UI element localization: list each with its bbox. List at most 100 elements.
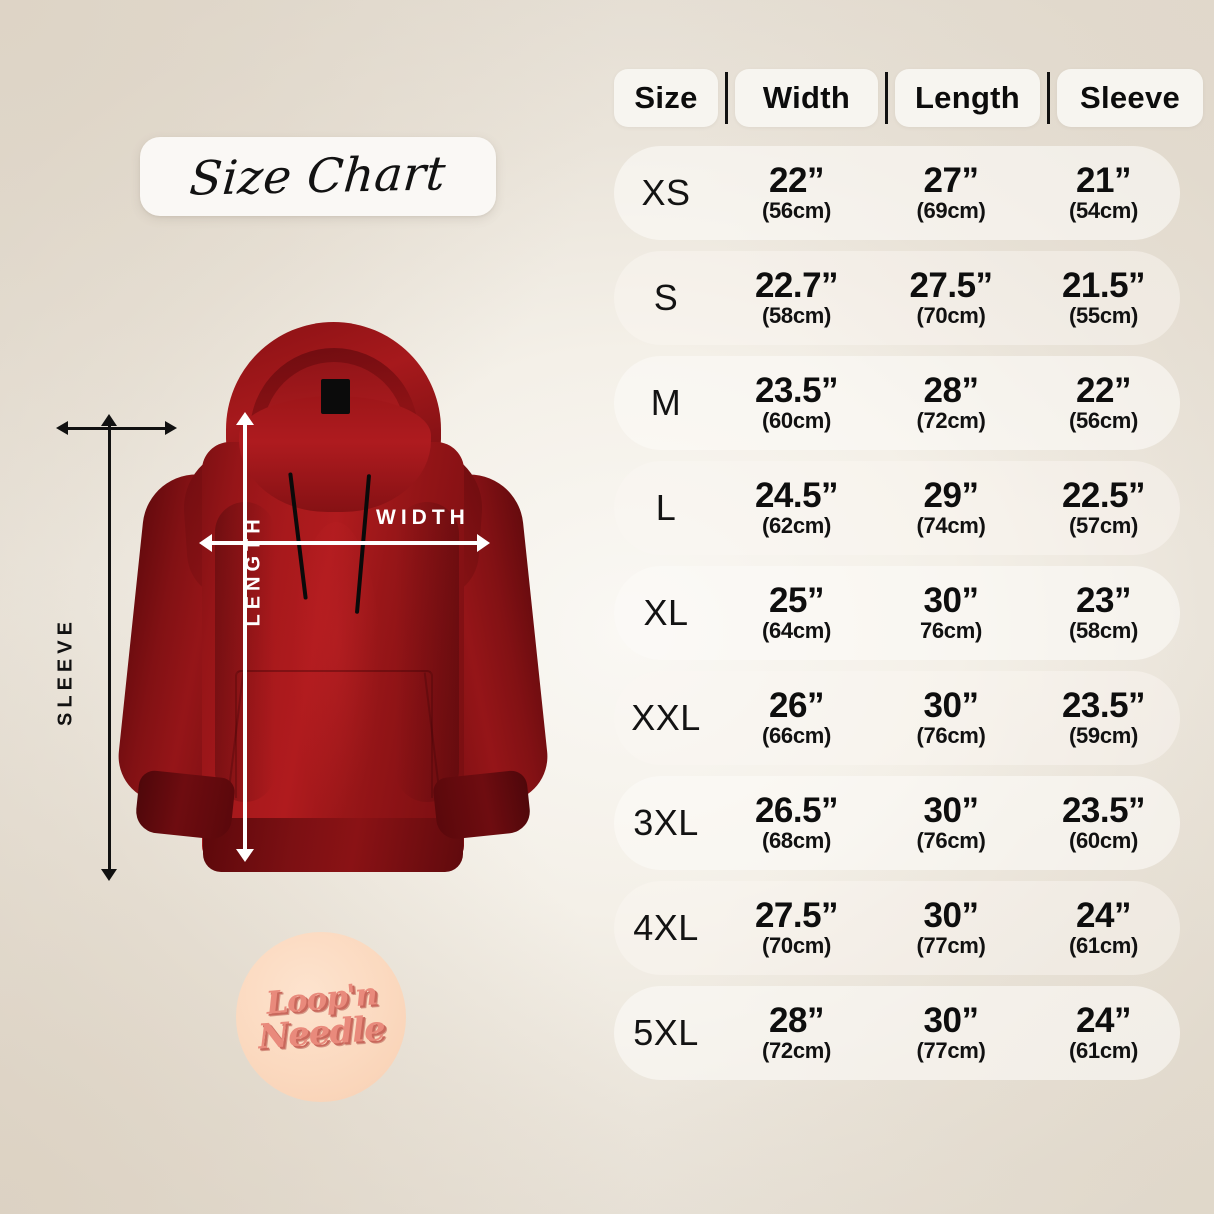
cell-length: 27” (69cm): [875, 146, 1027, 240]
cell-size: XS: [614, 146, 718, 240]
column-header-sleeve: Sleeve: [1057, 69, 1203, 127]
cell-width-inches: 22.7”: [754, 266, 839, 306]
cell-sleeve-inches: 23.5”: [1061, 686, 1146, 726]
cell-length-cm: (76cm): [916, 723, 986, 749]
hoodie-shading-right: [395, 502, 459, 802]
sleeve-arrow-top-icon: [101, 414, 117, 426]
cell-width: 24.5” (62cm): [718, 461, 875, 555]
cell-length-inches: 27.5”: [909, 266, 993, 306]
cell-sleeve-cm: (54cm): [1068, 198, 1139, 224]
hoodie-hood-drape: [239, 396, 431, 512]
cell-width: 22” (56cm): [718, 146, 875, 240]
cell-length-cm: (70cm): [916, 303, 986, 329]
length-measure-line: [243, 424, 247, 856]
cell-size: M: [614, 356, 718, 450]
cell-size: S: [614, 251, 718, 345]
brand-logo-badge: Loop'n Needle: [236, 932, 406, 1102]
cell-length-inches: 30”: [923, 896, 979, 936]
cell-sleeve: 22” (56cm): [1027, 356, 1180, 450]
column-header-length: Length: [895, 69, 1040, 127]
cell-sleeve: 23.5” (60cm): [1027, 776, 1180, 870]
sleeve-measure-line: [108, 425, 111, 875]
cell-width: 23.5” (60cm): [718, 356, 875, 450]
cell-width-cm: (62cm): [761, 513, 832, 539]
cell-sleeve: 22.5” (57cm): [1027, 461, 1180, 555]
cell-sleeve-cm: (56cm): [1068, 408, 1139, 434]
hoodie-kangaroo-pocket: [235, 670, 433, 798]
garment-illustration-panel: Size Chart: [54, 137, 565, 1102]
cell-width-inches: 28”: [769, 1001, 824, 1041]
width-arrow-right-icon: [477, 534, 490, 552]
cell-sleeve-inches: 24”: [1076, 1001, 1131, 1041]
table-row: S 22.7” (58cm) 27.5” (70cm) 21.5” (55cm): [614, 251, 1180, 345]
brand-logo-line-2: Needle: [256, 1008, 386, 1058]
header-divider-3: [1047, 72, 1050, 124]
cell-width-cm: (60cm): [761, 408, 832, 434]
size-label: S: [653, 277, 679, 318]
cell-sleeve-inches: 23”: [1076, 581, 1131, 621]
cell-size: L: [614, 461, 718, 555]
cell-width-cm: (56cm): [761, 198, 832, 224]
column-header-width: Width: [735, 69, 878, 127]
cell-length-cm: (74cm): [916, 513, 986, 539]
cell-sleeve-inches: 21”: [1076, 161, 1131, 201]
cell-size: XXL: [614, 671, 718, 765]
cell-sleeve-cm: (61cm): [1068, 1038, 1139, 1064]
cell-width-inches: 27.5”: [754, 896, 839, 936]
cell-length-cm: (72cm): [916, 408, 986, 434]
page-title-badge: Size Chart: [140, 137, 496, 216]
cell-length-cm: (76cm): [916, 828, 986, 854]
sleeve-tick-arrow-left-icon: [56, 421, 68, 435]
size-label: M: [650, 382, 682, 423]
table-row: XS 22” (56cm) 27” (69cm) 21” (54cm): [614, 146, 1180, 240]
column-header-size: Size: [614, 69, 718, 127]
table-row: 5XL 28” (72cm) 30” (77cm) 24” (61cm): [614, 986, 1180, 1080]
hoodie-graphic: [95, 322, 565, 882]
sleeve-tick-line: [66, 427, 169, 430]
sleeve-arrow-bottom-icon: [101, 869, 117, 881]
cell-width-inches: 22”: [769, 161, 824, 201]
cell-length-inches: 28”: [923, 371, 979, 411]
cell-sleeve-cm: (55cm): [1068, 303, 1139, 329]
width-measure-label: WIDTH: [376, 506, 470, 529]
header-divider-2: [885, 72, 888, 124]
hoodie-bottom-hem: [203, 818, 463, 872]
cell-length: 30” (77cm): [875, 986, 1027, 1080]
size-chart-table: Size Width Length Sleeve XS 22” (56cm) 27”(…: [614, 66, 1203, 1091]
cell-length-cm: (69cm): [916, 198, 986, 224]
cell-length-inches: 30”: [923, 581, 979, 621]
cell-width-inches: 25”: [769, 581, 824, 621]
length-arrow-bottom-icon: [236, 849, 254, 862]
cell-width: 27.5” (70cm): [718, 881, 875, 975]
table-row: XXL 26” (66cm) 30” (76cm) 23.5” (59cm): [614, 671, 1180, 765]
cell-width: 28” (72cm): [718, 986, 875, 1080]
cell-sleeve-cm: (59cm): [1068, 723, 1139, 749]
cell-sleeve: 21” (54cm): [1027, 146, 1180, 240]
size-label: XS: [641, 172, 691, 213]
cell-sleeve: 21.5” (55cm): [1027, 251, 1180, 345]
table-row: M 23.5” (60cm) 28” (72cm) 22” (56cm): [614, 356, 1180, 450]
cell-length-inches: 29”: [923, 476, 979, 516]
size-label: 5XL: [633, 1012, 699, 1053]
cell-sleeve-inches: 21.5”: [1061, 266, 1146, 306]
hoodie-neck-label-tag: [321, 379, 350, 414]
cell-width-cm: (64cm): [761, 618, 832, 644]
hoodie-highlight: [291, 522, 381, 822]
cell-sleeve: 24” (61cm): [1027, 986, 1180, 1080]
cell-size: XL: [614, 566, 718, 660]
cell-sleeve-cm: (60cm): [1068, 828, 1139, 854]
size-label: 4XL: [633, 907, 699, 948]
cell-width-cm: (72cm): [761, 1038, 832, 1064]
cell-width: 26” (66cm): [718, 671, 875, 765]
size-label: XL: [643, 592, 689, 633]
cell-width-cm: (68cm): [761, 828, 832, 854]
cell-width: 25” (64cm): [718, 566, 875, 660]
cell-width-inches: 24.5”: [754, 476, 839, 516]
cell-width-inches: 23.5”: [754, 371, 839, 411]
cell-length: 29” (74cm): [875, 461, 1027, 555]
cell-length-cm: (77cm): [916, 1038, 986, 1064]
cell-size: 5XL: [614, 986, 718, 1080]
cell-sleeve-cm: (58cm): [1068, 618, 1139, 644]
cell-length-cm: 76cm): [919, 618, 983, 644]
